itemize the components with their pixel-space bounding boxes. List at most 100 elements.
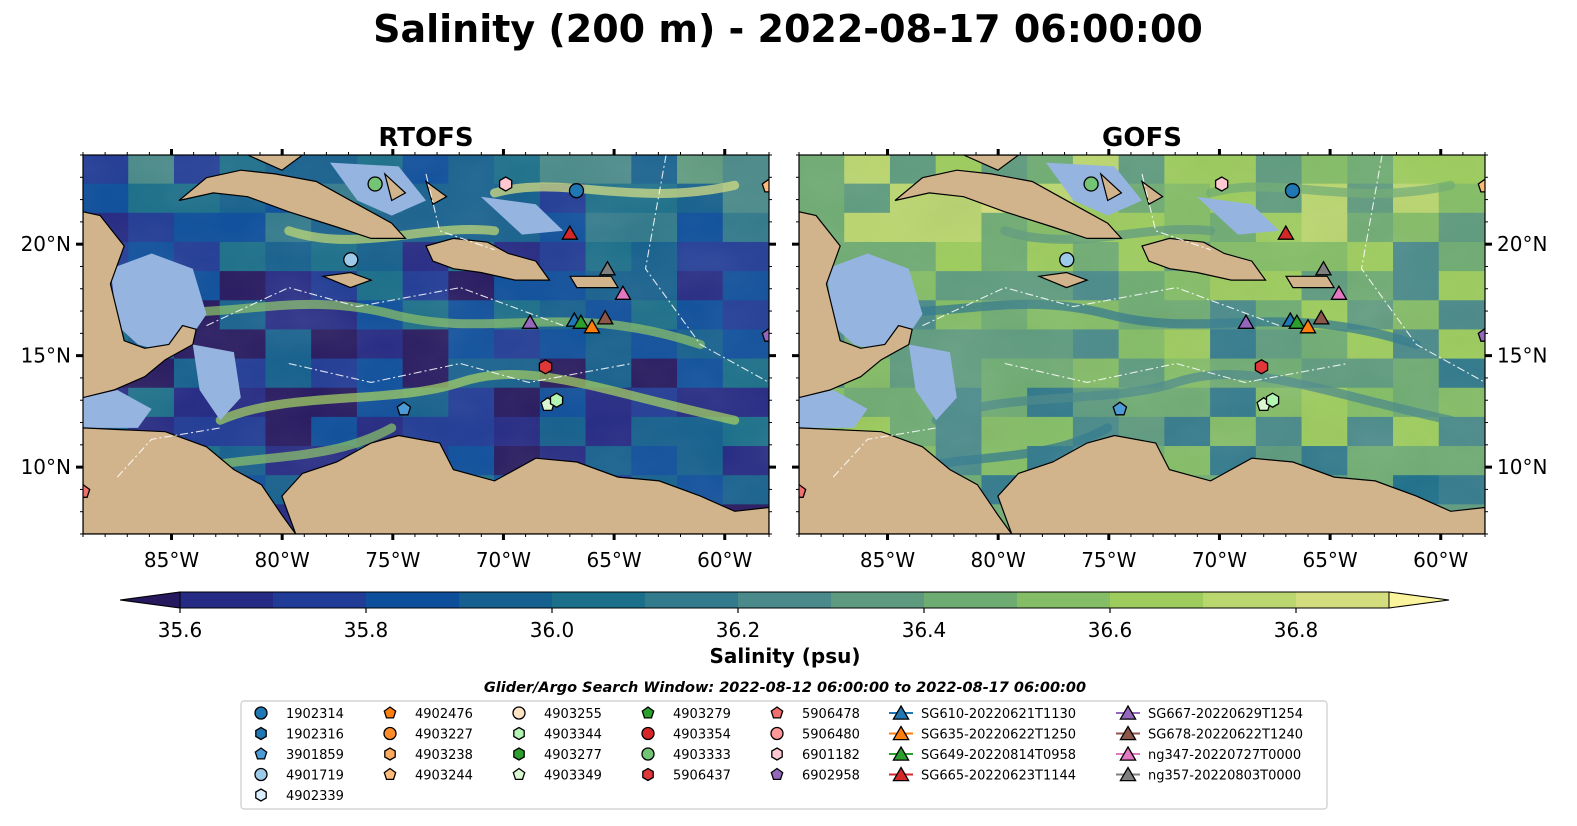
legend-label: 4903277: [544, 748, 602, 763]
legend-label: 6901182: [802, 748, 860, 763]
obs-marker-6901182: [498, 176, 513, 192]
legend-marker: [254, 767, 268, 782]
legend-label: 3901859: [286, 748, 344, 763]
map-panels: RTOFS 85°W 80°W 75°W 70°W 65°W 60°W 10°N 15°N 20°…: [21, 123, 1548, 572]
legend: Glider/Argo Search Window: 2022-08-12 06…: [240, 680, 1328, 810]
legend-label: SG649-20220814T0958: [921, 748, 1076, 763]
colorbar-frame: [179, 591, 1390, 609]
legend-marker: [255, 788, 267, 802]
land-area: [1036, 271, 1089, 289]
colorbar-segment: [1203, 592, 1297, 608]
land-area: [799, 211, 913, 399]
obs-marker-6902958: [761, 327, 769, 342]
legend-marker: [1119, 745, 1137, 761]
legend-label: ng347-20220727T0000: [1148, 748, 1301, 763]
shallow-area: [83, 390, 152, 428]
legend-marker: [892, 745, 910, 761]
colorbar-extend-high: [1388, 591, 1450, 609]
legend-label: 4903238: [415, 748, 473, 763]
x-tick-label: 65°W: [1302, 548, 1357, 572]
obs-marker-4901719: [1059, 252, 1075, 268]
legend-marker: [892, 766, 910, 782]
legend-label: 1902314: [286, 707, 344, 722]
x-tick-label: 70°W: [1192, 548, 1247, 572]
colorbar-tick-label: 36.8: [1274, 618, 1319, 642]
colorbar-tick-label: 35.8: [344, 618, 389, 642]
obs-marker-4901719: [343, 252, 359, 268]
x-tick-label: 75°W: [365, 548, 420, 572]
obs-marker-4903244: [1477, 178, 1485, 193]
x-tick-label: 85°W: [860, 548, 915, 572]
panel-title: GOFS: [1102, 123, 1182, 153]
obs-marker-4903333: [1083, 176, 1099, 192]
legend-label: SG678-20220622T1240: [1148, 728, 1303, 743]
legend-marker: [1119, 704, 1137, 720]
colorbar-segment: [552, 592, 646, 608]
legend-marker: [770, 726, 784, 741]
legend-label: 4902339: [286, 789, 344, 804]
legend-marker: [255, 726, 267, 741]
legend-marker: [512, 767, 526, 781]
legend-label: 4903333: [673, 748, 731, 763]
y-tick-label: 20°N: [21, 232, 71, 256]
legend-label: 4902476: [415, 707, 473, 722]
obs-marker-3901859: [396, 401, 412, 416]
obs-marker-4903344: [1265, 392, 1280, 408]
legend-label: 4903255: [544, 707, 602, 722]
obs-marker-6901182: [1214, 176, 1229, 192]
shallow-area: [799, 390, 868, 428]
shallow-area: [1196, 196, 1280, 235]
colorbar-tick-label: 36.0: [530, 618, 575, 642]
colorbar-segment: [1017, 592, 1111, 608]
land-area: [178, 169, 407, 239]
land-area: [569, 275, 620, 289]
colorbar-segment: [180, 592, 274, 608]
obs-marker-SG649-20220814T0958: [1288, 313, 1306, 329]
x-tick-label: 60°W: [1413, 548, 1468, 572]
figure-title: Salinity (200 m) - 2022-08-17 06:00:00: [373, 7, 1203, 51]
legend-marker: [1119, 766, 1137, 782]
legend-label: 4903227: [415, 728, 473, 743]
legend-marker: [770, 767, 784, 781]
land-area: [1140, 179, 1164, 206]
legend-marker: [513, 747, 525, 761]
legend-marker: [383, 726, 397, 741]
colorbar-segment: [273, 592, 367, 608]
y-tick-label: 10°N: [1497, 455, 1547, 479]
colorbar-segment: [924, 592, 1018, 608]
obs-marker-SG635-20220622T1250: [1299, 318, 1317, 334]
x-tick-label: 65°W: [586, 548, 641, 572]
obs-marker-1902314: [1284, 183, 1301, 199]
obs-marker-SG667-20220629T1254: [1237, 313, 1255, 329]
colorbar-label: Salinity (psu): [709, 644, 860, 668]
land-area: [799, 427, 1013, 534]
land-area: [1141, 237, 1267, 281]
colorbar-tick-label: 36.6: [1088, 618, 1133, 642]
colorbar-segment: [459, 592, 553, 608]
legend-marker: [383, 767, 397, 781]
observation-markers: [799, 176, 1485, 498]
obs-marker-ng347-20220727T0000: [1330, 284, 1348, 300]
colorbar-tick-label: 36.2: [716, 618, 761, 642]
colorbar-segment: [1110, 592, 1204, 608]
y-tick-label: 10°N: [21, 455, 71, 479]
legend-marker: [770, 706, 784, 719]
colorbar-segment: [1296, 592, 1390, 608]
land-area: [425, 237, 551, 281]
obs-marker-SG649-20220814T0958: [572, 313, 590, 329]
obs-marker-5906478: [799, 483, 807, 498]
legend-marker: [892, 704, 910, 720]
legend-marker: [254, 747, 268, 760]
colorbar-segment: [645, 592, 739, 608]
obs-marker-5906437: [538, 359, 553, 375]
panel-title: RTOFS: [378, 123, 473, 153]
obs-marker-5906478: [83, 483, 91, 498]
map-panel-gofs: GOFS 85°W 80°W 75°W 70°W 65°W 60°W 10°N 15°N 20°N: [792, 123, 1547, 572]
shallow-area: [908, 344, 957, 421]
legend-marker: [384, 747, 396, 761]
land-area: [894, 169, 1123, 239]
legend-label: 5906437: [673, 769, 731, 784]
obs-marker-1902314: [568, 183, 585, 199]
legend-label: SG667-20220629T1254: [1148, 707, 1303, 722]
